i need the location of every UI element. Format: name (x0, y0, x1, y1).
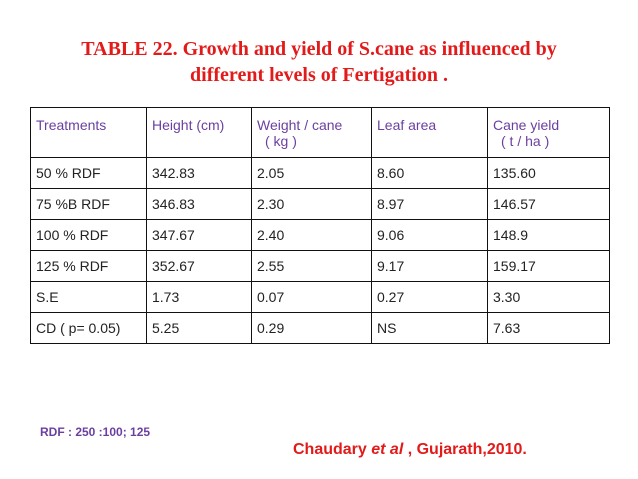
header-height: Height (cm) (146, 107, 252, 158)
table-cell: 159.17 (487, 250, 610, 282)
table-cell: 352.67 (146, 250, 252, 282)
results-table: Treatments Height (cm) Weight / cane( kg… (30, 107, 610, 344)
rdf-footnote: RDF : 250 :100; 125 (40, 425, 151, 439)
table-cell: 7.63 (487, 312, 610, 344)
slide-title: TABLE 22. Growth and yield of S.cane as … (0, 36, 638, 88)
table-cell: 8.97 (371, 188, 488, 220)
table-cell: 2.30 (251, 188, 372, 220)
citation-et-al: et al (371, 441, 404, 458)
table-cell: 346.83 (146, 188, 252, 220)
table-cell: S.E (30, 281, 147, 313)
table-row: CD ( p= 0.05) 5.25 0.29 NS 7.63 (30, 312, 610, 344)
table-cell: 5.25 (146, 312, 252, 344)
table-row: S.E 1.73 0.07 0.27 3.30 (30, 281, 610, 313)
table-row: 75 %B RDF 346.83 2.30 8.97 146.57 (30, 188, 610, 220)
table-row: 50 % RDF 342.83 2.05 8.60 135.60 (30, 157, 610, 189)
table-cell: 148.9 (487, 219, 610, 251)
table-cell: 0.07 (251, 281, 372, 313)
table-cell: 50 % RDF (30, 157, 147, 189)
title-line-1: TABLE 22. Growth and yield of S.cane as … (81, 38, 557, 60)
table-cell: 135.60 (487, 157, 610, 189)
table-cell: 347.67 (146, 219, 252, 251)
table-cell: 0.29 (251, 312, 372, 344)
table-cell: 8.60 (371, 157, 488, 189)
table-cell: 2.55 (251, 250, 372, 282)
table-cell: 9.17 (371, 250, 488, 282)
citation-source: , Gujarath,2010. (403, 441, 527, 458)
table-cell: 3.30 (487, 281, 610, 313)
header-leaf-area: Leaf area (371, 107, 488, 158)
citation-author: Chaudary (293, 441, 372, 458)
header-treatments: Treatments (30, 107, 147, 158)
table-header-row: Treatments Height (cm) Weight / cane( kg… (30, 107, 610, 158)
table-cell: 125 % RDF (30, 250, 147, 282)
table-cell: CD ( p= 0.05) (30, 312, 147, 344)
table-cell: 9.06 (371, 219, 488, 251)
table-cell: 2.05 (251, 157, 372, 189)
table-cell: 0.27 (371, 281, 488, 313)
table-row: 125 % RDF 352.67 2.55 9.17 159.17 (30, 250, 610, 282)
table-cell: NS (371, 312, 488, 344)
header-weight: Weight / cane( kg ) (251, 107, 372, 158)
title-line-2: different levels of Fertigation . (190, 64, 448, 86)
citation: Chaudary et al , Gujarath,2010. (293, 441, 527, 459)
table-cell: 2.40 (251, 219, 372, 251)
table-cell: 1.73 (146, 281, 252, 313)
table-cell: 146.57 (487, 188, 610, 220)
header-cane-yield: Cane yield( t / ha ) (487, 107, 610, 158)
table-cell: 342.83 (146, 157, 252, 189)
table-row: 100 % RDF 347.67 2.40 9.06 148.9 (30, 219, 610, 251)
table-cell: 100 % RDF (30, 219, 147, 251)
table-cell: 75 %B RDF (30, 188, 147, 220)
